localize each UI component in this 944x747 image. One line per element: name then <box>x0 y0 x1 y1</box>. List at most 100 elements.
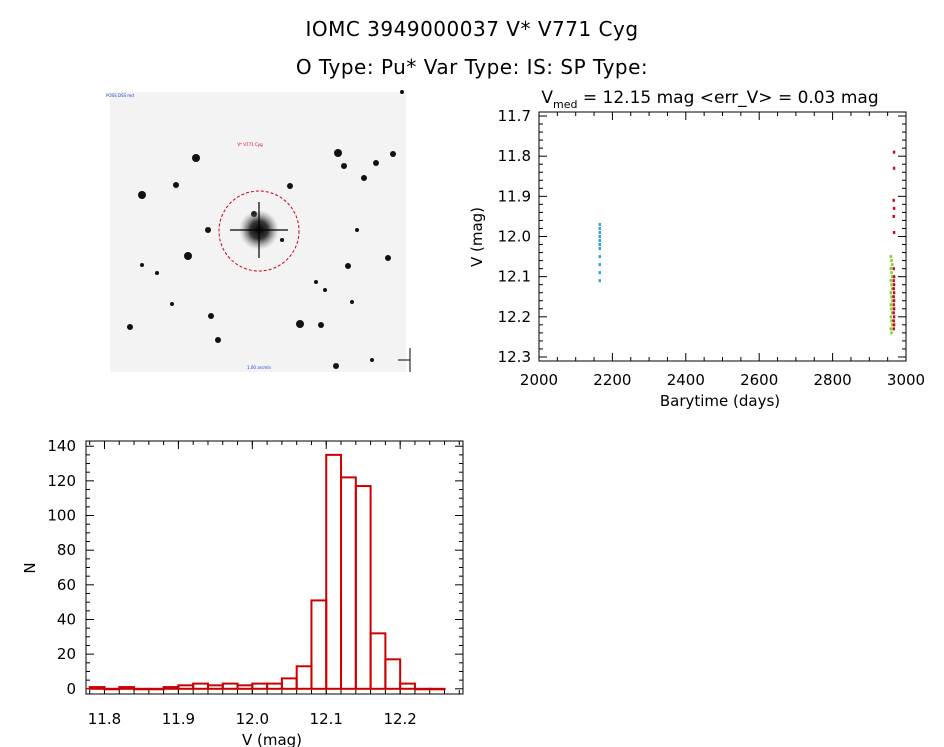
data-point-late-red <box>892 327 895 331</box>
y-tick-label: 12.0 <box>498 228 531 246</box>
field-star <box>314 280 318 284</box>
field-star <box>208 313 214 319</box>
data-point-early <box>598 235 601 238</box>
data-point-late-green <box>891 275 894 279</box>
x-tick-label: 2200 <box>593 371 631 389</box>
data-point-early <box>598 226 601 230</box>
target-circle <box>218 190 300 272</box>
data-point-late-red <box>892 279 895 283</box>
field-star <box>350 300 354 304</box>
data-point-late-red <box>892 283 896 287</box>
data-point-late-red <box>892 303 895 307</box>
data-point-late-red <box>892 307 896 311</box>
x-axis-label: Barytime (days) <box>660 392 780 410</box>
field-star <box>361 175 367 181</box>
field-star <box>385 255 391 261</box>
data-point-early <box>598 222 601 226</box>
data-point-late-red <box>892 323 896 327</box>
field-star <box>323 288 327 292</box>
data-point-late-green <box>890 331 893 335</box>
field-star <box>138 191 146 199</box>
data-point-late-green <box>890 283 893 287</box>
field-star <box>173 182 179 188</box>
data-point-late-green <box>889 291 892 295</box>
field-star <box>287 183 293 189</box>
data-point-late-green <box>890 307 893 311</box>
field-star <box>341 163 347 169</box>
x-tick-label: 2800 <box>814 371 852 389</box>
data-point-late-red <box>892 291 896 295</box>
field-star <box>184 252 192 260</box>
y-axis-label: V (mag) <box>468 207 486 267</box>
data-point-late-green <box>890 295 893 299</box>
field-star <box>215 337 221 343</box>
field-star <box>205 227 211 233</box>
y-tick-label: 12.3 <box>498 348 531 366</box>
data-point-late-green <box>891 287 894 291</box>
light-curve-frame <box>538 111 907 362</box>
x-tick-label: 2600 <box>740 371 778 389</box>
field-star <box>296 320 304 328</box>
object-type-line: O Type: Pu* Var Type: IS: SP Type: <box>295 55 649 79</box>
data-point-late-red <box>892 299 896 303</box>
data-point-late-red <box>892 198 895 202</box>
light-curve-title: Vmed = 12.15 mag <err_V> = 0.03 mag <box>541 88 878 111</box>
field-star <box>127 324 133 330</box>
data-point-late-green <box>889 327 892 331</box>
survey-label: POSS DSS red <box>106 93 134 98</box>
plot-title: IOMC 3949000037 V* V771 Cyg <box>305 17 639 41</box>
data-point-late-red <box>892 206 896 210</box>
y-tick-label: 12.1 <box>498 268 531 286</box>
data-point-early <box>598 279 601 283</box>
data-point-early <box>598 243 601 247</box>
field-star <box>140 263 144 267</box>
data-point-late-red <box>892 315 896 319</box>
field-star <box>400 90 404 94</box>
data-point-late-green <box>890 271 893 275</box>
data-point-early <box>598 247 601 251</box>
x-tick-label: 2000 <box>520 371 558 389</box>
y-tick-label: 12.2 <box>498 308 531 326</box>
data-point-late-green <box>890 259 893 263</box>
target-label: V* V771 Cyg <box>237 142 263 147</box>
data-point-late-red <box>892 295 895 299</box>
data-point-late-red <box>892 230 896 234</box>
data-point-early <box>598 230 601 234</box>
field-star <box>170 302 174 306</box>
field-star <box>370 358 374 362</box>
data-point-late-green <box>889 255 892 259</box>
field-star <box>192 154 200 162</box>
field-star <box>155 271 159 275</box>
field-star <box>345 263 351 269</box>
field-star <box>373 160 379 166</box>
data-point-late-green <box>889 303 892 307</box>
data-point-late-red <box>892 150 896 154</box>
field-star <box>355 228 359 232</box>
y-tick-label: 11.8 <box>498 147 531 165</box>
data-point-early <box>598 263 601 267</box>
data-point-late-red <box>892 267 895 271</box>
data-point-late-green <box>891 311 894 315</box>
data-point-late-red <box>892 287 895 291</box>
field-star <box>280 238 284 242</box>
data-point-late-green <box>890 319 893 323</box>
field-star <box>334 149 342 157</box>
data-point-early <box>598 255 601 259</box>
data-point-late-green <box>889 315 892 319</box>
data-point-late-red <box>892 319 895 323</box>
data-point-late-green <box>891 263 894 267</box>
field-star <box>333 363 339 369</box>
data-point-late-green <box>891 323 894 327</box>
y-tick-label: 11.9 <box>498 187 531 205</box>
data-point-late-red <box>892 275 896 279</box>
data-point-early <box>598 239 601 243</box>
finder-chart: V* V771 Cyg POSS DSS red 1.00 arcmin <box>106 90 411 372</box>
field-star <box>318 322 324 328</box>
data-point-late-red <box>892 311 895 315</box>
x-tick-label: 3000 <box>887 371 925 389</box>
data-point-late-green <box>889 267 892 271</box>
data-point-late-red <box>892 214 895 218</box>
x-tick-label: 2400 <box>667 371 705 389</box>
data-point-late-red <box>892 166 896 170</box>
data-point-early <box>598 271 601 275</box>
